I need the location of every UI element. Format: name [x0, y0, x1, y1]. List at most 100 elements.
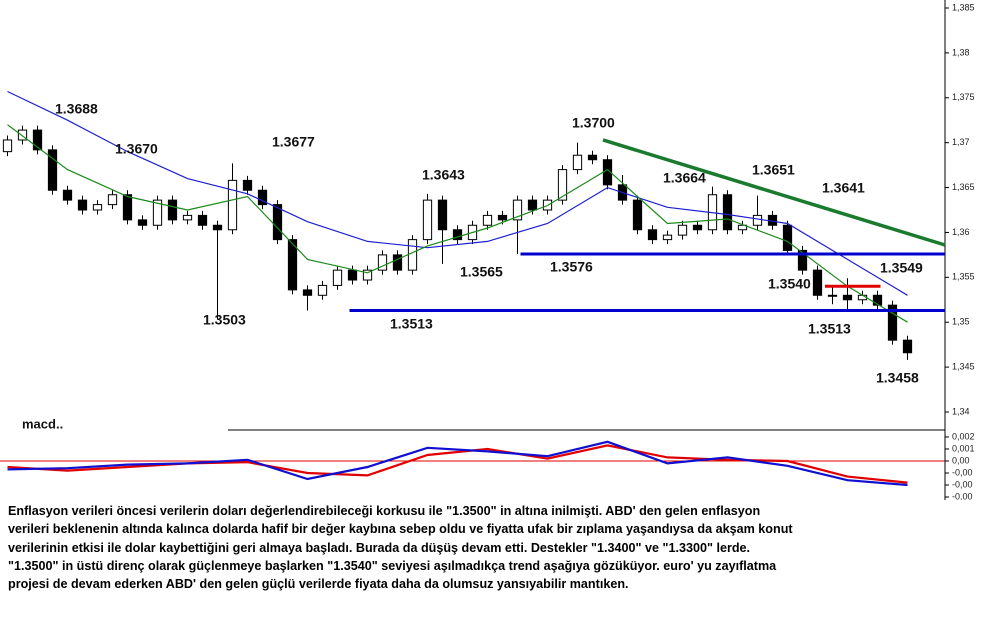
- y-tick-label: 1,345: [952, 361, 975, 371]
- candle-body: [842, 294, 853, 301]
- y-tick-label: 1,355: [952, 272, 975, 282]
- candle-body: [632, 199, 643, 231]
- candle-body: [512, 199, 523, 221]
- candle-body: [452, 229, 463, 241]
- price-annotation: 1.3664: [663, 170, 706, 186]
- price-annotation: 1.3677: [272, 134, 315, 150]
- y-tick-label: 1,385: [952, 2, 975, 12]
- caption-line: Enflasyon verileri öncesi verilerin dola…: [8, 504, 761, 518]
- candle-body: [197, 214, 208, 226]
- candle-body: [287, 239, 298, 291]
- price-annotation: 1.3513: [390, 316, 433, 332]
- candle-body: [437, 199, 448, 231]
- candle-body: [572, 154, 583, 171]
- candle-body: [212, 224, 223, 231]
- candle-body: [257, 189, 268, 206]
- candle-body: [347, 269, 358, 281]
- candle-body: [647, 229, 658, 241]
- candle-body: [182, 214, 193, 221]
- price-annotation: 1.3651: [752, 162, 795, 178]
- candle-body: [377, 254, 388, 271]
- line-series: [7, 124, 908, 323]
- caption-line: projesi de devam ederken ABD' den gelen …: [8, 577, 629, 592]
- candle-body: [302, 289, 313, 296]
- y-tick-label: 0,001: [952, 443, 975, 453]
- candle-body: [332, 269, 343, 286]
- price-annotation: 1.3641: [822, 180, 865, 196]
- caption-line: verileri beklenenin altında kalınca dola…: [8, 522, 793, 537]
- candle-body: [692, 224, 703, 231]
- candle-body: [92, 204, 103, 211]
- chart: macd.. 1,34 1,345 1,35 1,355 1,36 1,365 1,37 1,…: [0, 0, 975, 500]
- price-annotation: 1.3540: [768, 276, 811, 292]
- price-annotation: 1.3513: [808, 321, 851, 337]
- candle-body: [152, 199, 163, 226]
- candle-body: [362, 269, 373, 281]
- candle-body: [317, 284, 328, 296]
- y-tick-label: 1,375: [952, 92, 975, 102]
- candle-body: [242, 179, 253, 191]
- macd-title: macd..: [22, 416, 63, 431]
- candle-body: [122, 194, 133, 221]
- candle-body: [557, 169, 568, 201]
- caption: Enflasyon verileri öncesi verilerin dola…: [8, 502, 998, 593]
- candle-body: [62, 189, 73, 201]
- candle-body: [482, 214, 493, 226]
- candle-body: [167, 199, 178, 221]
- candle-body: [662, 234, 673, 241]
- candle-body: [497, 214, 508, 221]
- candle-body: [782, 224, 793, 251]
- price-annotation: 1.3458: [876, 370, 919, 386]
- candle-body: [677, 224, 688, 236]
- y-tick-label: -0,00: [952, 491, 973, 500]
- candle-body: [812, 269, 823, 296]
- price-annotation: 1.3549: [880, 260, 923, 276]
- candle-body: [422, 199, 433, 241]
- caption-line: verilerinin etkisi ile dolar kaybettiğin…: [8, 540, 751, 555]
- candle-body: [107, 194, 118, 206]
- candle-body: [737, 224, 748, 231]
- candle-body: [827, 294, 838, 297]
- candle-body: [722, 194, 733, 231]
- y-tick-label: 0,00: [952, 455, 970, 465]
- line-series: [7, 440, 908, 487]
- candle-body: [797, 249, 808, 271]
- y-tick-label: 1,35: [952, 317, 970, 327]
- candle-body: [272, 204, 283, 241]
- price-annotation: 1.3503: [203, 312, 246, 328]
- price-annotation: 1.3643: [422, 167, 465, 183]
- price-annotation: 1.3576: [550, 259, 593, 275]
- line-series: [7, 444, 908, 484]
- candle-body: [902, 339, 913, 354]
- y-tick-label: 0,002: [952, 431, 975, 441]
- candle-body: [407, 239, 418, 271]
- price-annotation: 1.3688: [55, 101, 98, 117]
- y-tick-label: 1,38: [952, 47, 970, 57]
- candle-body: [32, 129, 43, 151]
- y-tick-label: 1,36: [952, 227, 970, 237]
- candle-body: [77, 199, 88, 211]
- price-annotation: 1.3700: [572, 115, 615, 131]
- price-annotation: 1.3670: [115, 141, 158, 157]
- candle-body: [887, 304, 898, 341]
- y-tick-label: 1,37: [952, 137, 970, 147]
- y-tick-label: -0,00: [952, 479, 973, 489]
- y-tick-label: 1,34: [952, 406, 970, 416]
- candle-body: [137, 219, 148, 226]
- candle-body: [392, 254, 403, 271]
- price-annotation: 1.3565: [460, 264, 503, 280]
- candle-body: [587, 154, 598, 161]
- candle-body: [527, 199, 538, 211]
- candle-body: [2, 139, 13, 153]
- caption-line: "1.3500" in üstü direnç olarak güçlenmey…: [8, 558, 777, 573]
- trend-line: [602, 138, 946, 247]
- candle-body: [47, 149, 58, 191]
- line-series: [7, 90, 908, 296]
- y-tick-label: -0,00: [952, 467, 973, 477]
- candle-body: [17, 129, 28, 141]
- y-tick-label: 1,365: [952, 182, 975, 192]
- candle-body: [752, 214, 763, 226]
- candle-body: [872, 294, 883, 306]
- candle-body: [227, 179, 238, 231]
